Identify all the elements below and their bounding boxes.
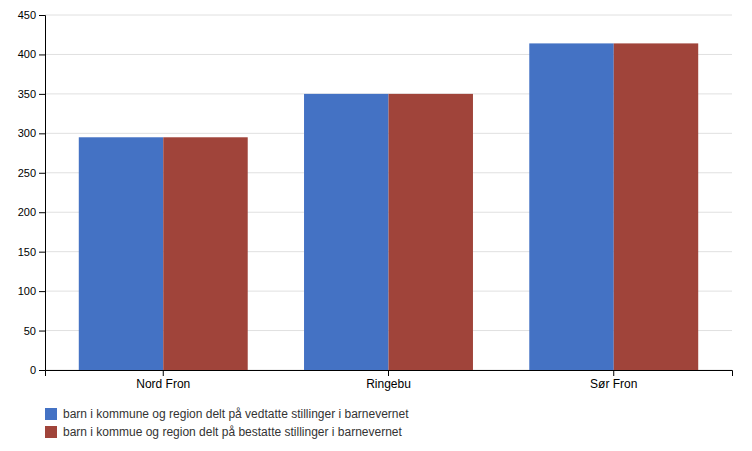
y-tick-mark	[39, 173, 45, 174]
legend-item: barn i kommue og region delt på bestatte…	[45, 425, 403, 439]
y-tick-label: 450	[18, 9, 36, 21]
bar-series	[79, 43, 614, 370]
bar	[389, 94, 473, 370]
grid	[45, 15, 732, 370]
bar	[79, 137, 163, 370]
legend: barn i kommune og region delt på vedtatt…	[45, 407, 409, 439]
y-tick-mark	[39, 133, 45, 134]
x-tick: Ringebu	[366, 370, 411, 391]
bar	[529, 43, 613, 370]
y-tick-label: 400	[18, 48, 36, 60]
y-tick: 100	[18, 285, 45, 297]
y-tick-mark	[39, 331, 45, 332]
y-tick: 200	[18, 206, 45, 218]
x-tick-mark	[613, 370, 614, 376]
y-tick-label: 200	[18, 206, 36, 218]
legend-item: barn i kommune og region delt på vedtatt…	[45, 407, 409, 421]
legend-label: barn i kommue og region delt på bestatte…	[63, 425, 403, 439]
grid-line	[45, 15, 732, 16]
y-tick: 300	[18, 127, 45, 139]
y-tick: 250	[18, 167, 45, 179]
legend-label: barn i kommune og region delt på vedtatt…	[63, 407, 409, 421]
y-tick: 0	[30, 364, 45, 376]
y-tick-label: 250	[18, 167, 36, 179]
y-tick-mark	[39, 212, 45, 213]
bars	[79, 43, 698, 370]
y-tick-mark	[39, 252, 45, 253]
y-tick-label: 100	[18, 285, 36, 297]
y-tick-label: 50	[24, 325, 36, 337]
x-tick-label: Nord Fron	[136, 377, 190, 391]
x-tick-mark	[388, 370, 389, 376]
x-tick-label: Ringebu	[366, 377, 411, 391]
y-tick-label: 150	[18, 246, 36, 258]
legend-swatch	[45, 408, 57, 420]
y-tick-label: 300	[18, 127, 36, 139]
y-tick: 150	[18, 246, 45, 258]
x-tick-mark	[163, 370, 164, 376]
bar-series	[163, 43, 698, 370]
y-tick: 450	[18, 9, 45, 21]
x-tick: Sør Fron	[590, 370, 637, 391]
chart: 0 50 100 150 200 250 300 350 400 450 Nord Fron Ring…	[0, 0, 752, 451]
y-tick-label: 350	[18, 88, 36, 100]
x-axis: Nord Fron Ringebu Sør Fron	[46, 370, 733, 391]
y-tick-mark	[39, 54, 45, 55]
y-tick: 350	[18, 88, 45, 100]
y-tick: 50	[24, 325, 45, 337]
bar	[304, 94, 388, 370]
y-tick-mark	[39, 15, 45, 16]
x-axis-line	[46, 371, 733, 377]
legend-swatch	[45, 426, 57, 438]
y-tick-label: 0	[30, 364, 36, 376]
y-tick: 400	[18, 48, 45, 60]
y-tick-mark	[39, 94, 45, 95]
y-axis-line	[39, 16, 46, 371]
x-tick: Nord Fron	[136, 370, 190, 391]
plot: 0 50 100 150 200 250 300 350 400 450 Nord Fron Ring…	[18, 9, 733, 391]
y-axis: 0 50 100 150 200 250 300 350 400 450	[18, 9, 46, 376]
x-tick-label: Sør Fron	[590, 377, 637, 391]
y-tick-mark	[39, 291, 45, 292]
bar	[614, 43, 698, 370]
y-tick-mark	[39, 370, 45, 371]
bar	[163, 137, 247, 370]
